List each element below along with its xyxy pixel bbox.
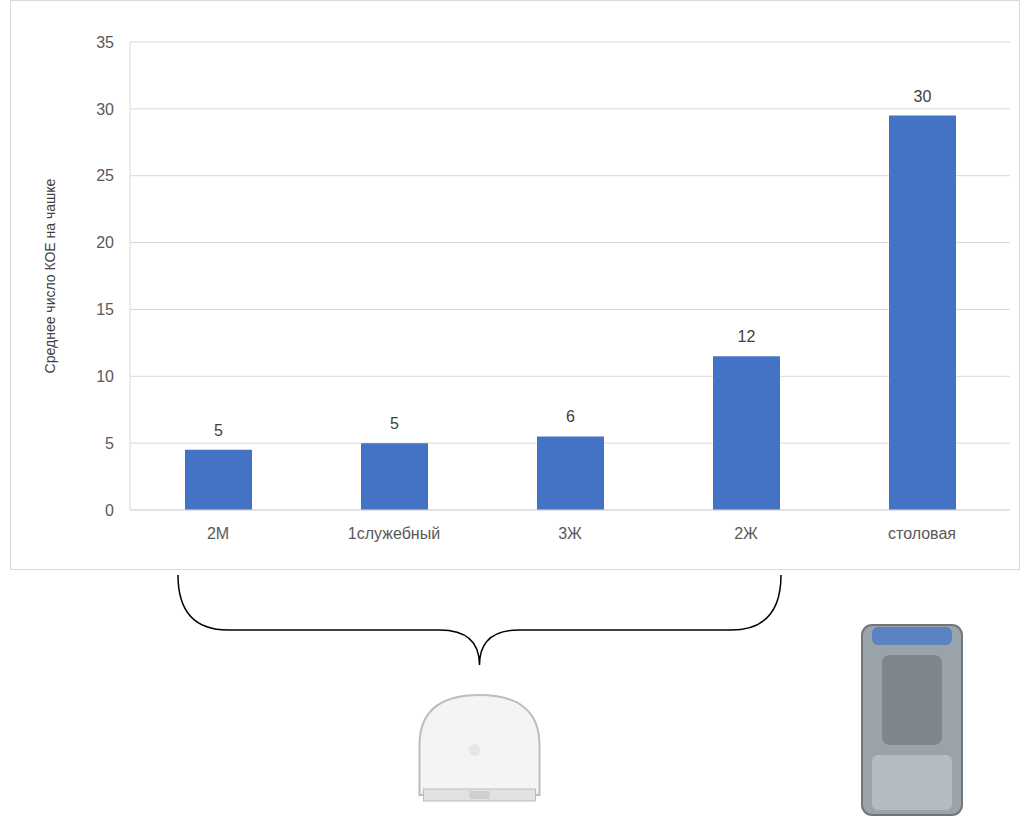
svg-text:столовая: столовая	[888, 525, 956, 542]
svg-text:5: 5	[214, 422, 223, 439]
svg-text:10: 10	[96, 368, 114, 385]
svg-text:12: 12	[738, 328, 756, 345]
svg-text:2Ж: 2Ж	[734, 525, 758, 542]
svg-text:6: 6	[566, 408, 575, 425]
svg-text:15: 15	[96, 301, 114, 318]
svg-text:5: 5	[105, 435, 114, 452]
svg-text:Среднее число КОЕ на чашке: Среднее число КОЕ на чашке	[42, 178, 58, 373]
svg-text:1служебный: 1служебный	[348, 525, 440, 542]
svg-text:30: 30	[914, 88, 932, 105]
svg-text:35: 35	[96, 34, 114, 51]
svg-text:20: 20	[96, 234, 114, 251]
svg-text:3Ж: 3Ж	[558, 525, 582, 542]
svg-text:2М: 2М	[207, 525, 229, 542]
svg-text:25: 25	[96, 167, 114, 184]
svg-text:0: 0	[105, 502, 114, 519]
svg-text:5: 5	[390, 415, 399, 432]
svg-text:30: 30	[96, 101, 114, 118]
